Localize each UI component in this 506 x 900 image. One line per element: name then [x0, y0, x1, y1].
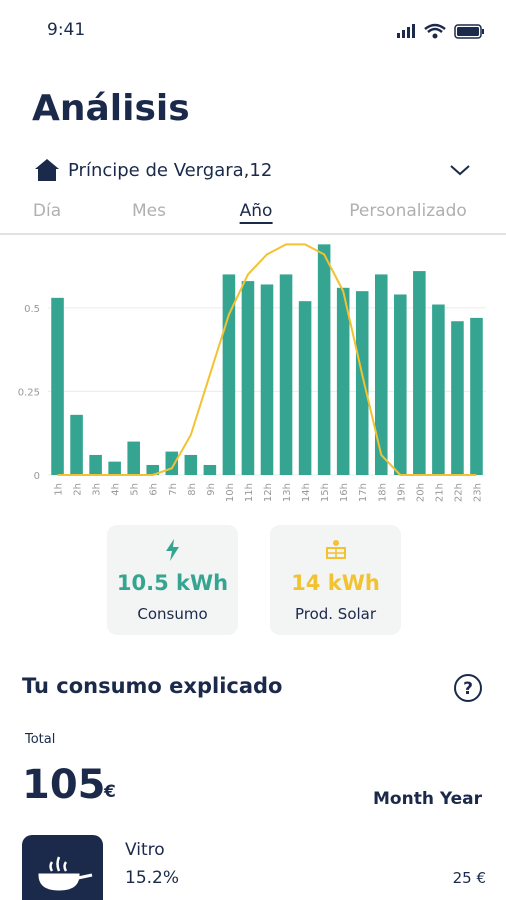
x-tick-label: 16h — [339, 483, 350, 502]
chart: 0 0.25 0.5 1h 2h 3h 4h 5h 6h 7h 8h 9h 10h 11h 12h 13h 14… — [0, 233, 506, 502]
y-tick-label: 0.25 — [18, 387, 40, 398]
item-percent: 15.2% — [125, 868, 180, 888]
y-tick-label: 0.5 — [24, 304, 40, 315]
x-tick-label: 10h — [225, 483, 236, 502]
x-tick-label: 1h — [54, 483, 65, 496]
bar — [470, 317, 483, 475]
x-tick-label: 21h — [434, 483, 445, 502]
bar — [355, 291, 369, 475]
bar — [184, 454, 198, 475]
x-tick-label: 8h — [187, 483, 198, 496]
tab[interactable]: Personalizado — [349, 201, 467, 221]
home-icon — [35, 159, 59, 181]
x-tick-label: 6h — [149, 483, 160, 496]
solar-icon — [326, 540, 346, 559]
bar — [298, 301, 312, 475]
x-tick-label: 19h — [396, 483, 407, 502]
dropdown-chevron[interactable] — [448, 162, 472, 178]
x-tick-label: 23h — [472, 483, 483, 502]
x-tick-label: 5h — [130, 483, 141, 496]
tab[interactable]: Mes — [132, 201, 166, 221]
card-value: 10.5 kWh — [116, 571, 229, 595]
total-label: Total — [25, 732, 56, 747]
svg-text:?: ? — [463, 679, 473, 699]
bar — [108, 461, 121, 475]
x-tick-label: 12h — [263, 483, 274, 502]
solar-line — [57, 243, 477, 476]
total-currency: € — [104, 782, 116, 802]
x-tick-label: 20h — [415, 483, 426, 502]
bar — [165, 451, 179, 475]
bar — [70, 414, 83, 475]
x-tick-label: 2h — [73, 483, 84, 496]
energy-icon — [166, 539, 179, 561]
summary-card: 10.5 kWh Consumo — [107, 525, 238, 635]
page-title: Análisis — [32, 88, 190, 129]
pan-icon — [38, 856, 93, 891]
bar — [413, 271, 426, 475]
x-tick-label: 22h — [453, 483, 464, 502]
card-label: Prod. Solar — [294, 605, 377, 623]
bar — [394, 294, 407, 475]
x-tick-label: 18h — [377, 483, 388, 502]
tab[interactable]: Día — [32, 201, 62, 221]
period[interactable]: Month Year — [373, 789, 482, 809]
bar — [432, 304, 445, 475]
bar — [317, 244, 331, 475]
x-tick-label: 11h — [244, 483, 255, 502]
section-title: Tu consumo explicado — [22, 674, 283, 698]
x-tick-label: 13h — [282, 483, 293, 502]
total-value: 105 — [22, 762, 106, 808]
bar — [374, 274, 388, 475]
status-time: 9:41 — [47, 20, 86, 40]
item-name: Vitro — [125, 840, 165, 860]
x-tick-label: 15h — [320, 483, 331, 502]
status-icons — [397, 23, 484, 39]
bar — [51, 297, 64, 475]
x-tick-label: 4h — [111, 483, 122, 496]
y-tick-label: 0 — [34, 471, 40, 482]
bar — [336, 287, 350, 475]
summary-card: 14 kWh Prod. Solar — [270, 525, 401, 635]
address[interactable]: Príncipe de Vergara,12 — [68, 160, 273, 181]
item-icon — [22, 835, 103, 900]
x-tick-label: 7h — [168, 483, 179, 496]
bar — [146, 464, 160, 475]
bar — [241, 281, 255, 475]
x-tick-label: 9h — [206, 483, 217, 496]
bar — [451, 321, 464, 475]
help-icon[interactable]: ? — [452, 672, 484, 704]
bar — [279, 274, 293, 475]
tab[interactable]: Año — [239, 201, 273, 224]
card-label: Consumo — [137, 605, 208, 623]
bar — [260, 284, 274, 475]
bar — [127, 441, 140, 475]
x-tick-label: 14h — [301, 483, 312, 502]
x-tick-label: 3h — [92, 483, 103, 496]
x-tick-label: 17h — [358, 483, 369, 502]
bar — [89, 454, 102, 475]
bar — [203, 464, 217, 475]
item-amount: 25 € — [452, 869, 486, 887]
card-value: 14 kWh — [291, 571, 380, 595]
